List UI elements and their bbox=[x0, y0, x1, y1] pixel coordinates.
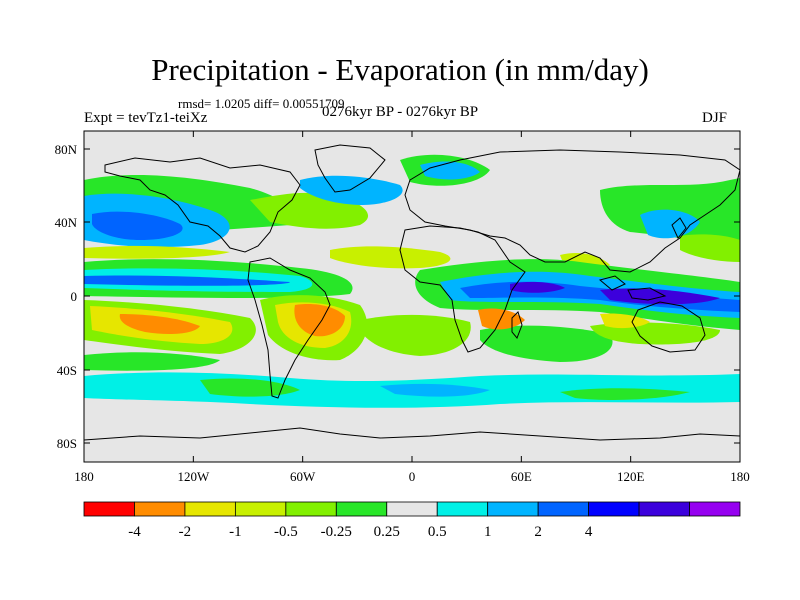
field-region bbox=[380, 383, 490, 397]
coastline bbox=[671, 217, 687, 239]
lat-tick-label: 80S bbox=[57, 436, 77, 451]
coastline bbox=[314, 144, 386, 193]
lat-tick-label: 40N bbox=[55, 215, 78, 230]
coastline bbox=[627, 287, 667, 301]
colorbar-swatch bbox=[588, 501, 640, 517]
field-layer bbox=[84, 131, 740, 462]
colorbar-swatch bbox=[234, 501, 287, 517]
field-region bbox=[680, 234, 740, 262]
colorbar-swatch bbox=[436, 501, 489, 517]
lat-tick-label: 80N bbox=[55, 142, 78, 157]
season-label: DJF bbox=[702, 110, 728, 126]
field-region bbox=[92, 211, 183, 240]
colorbar-label: 0.5 bbox=[428, 524, 447, 540]
field-region bbox=[480, 325, 613, 362]
longitude-axis: 180 120W 60W 0 60E 120E 180 bbox=[74, 131, 750, 484]
lon-tick-label: 180 bbox=[730, 469, 750, 484]
field-region bbox=[420, 161, 480, 180]
colorbar-swatch bbox=[487, 501, 539, 517]
coastline bbox=[84, 427, 740, 441]
lon-tick-label: 120W bbox=[177, 469, 210, 484]
colorbar-label: -0.5 bbox=[274, 524, 298, 540]
map-title: Precipitation - Evaporation (in mm/day) bbox=[151, 52, 649, 87]
latitude-axis: 80N 40N 0 40S 80S bbox=[55, 142, 740, 451]
lat-tick-label: 40S bbox=[57, 363, 77, 378]
colorbar-swatch bbox=[537, 501, 590, 517]
field-region bbox=[84, 245, 230, 259]
colorbar-swatch bbox=[638, 501, 690, 517]
experiment-label: Expt = tevTz1-teiXz bbox=[84, 110, 208, 126]
coastline bbox=[247, 257, 331, 399]
colorbar-label: 1 bbox=[484, 524, 492, 540]
field-region bbox=[600, 313, 650, 329]
coastline bbox=[104, 157, 301, 253]
lat-tick-label: 0 bbox=[71, 289, 78, 304]
colorbar-swatch bbox=[83, 501, 135, 517]
lon-tick-label: 120E bbox=[617, 469, 645, 484]
coastline bbox=[631, 301, 706, 353]
colorbar-label: 0.25 bbox=[374, 524, 400, 540]
field-region bbox=[478, 308, 525, 330]
field-region bbox=[84, 275, 290, 286]
field-region bbox=[300, 175, 403, 205]
field-region bbox=[600, 288, 720, 305]
colorbar-swatch bbox=[134, 501, 186, 517]
colorbar-label: 4 bbox=[585, 524, 593, 540]
colorbar: -4 -2 -1 -0.5 -0.25 0.25 0.5 1 2 4 bbox=[83, 501, 741, 540]
colorbar-label: 2 bbox=[534, 524, 542, 540]
field-region bbox=[510, 281, 565, 293]
field-region bbox=[330, 246, 451, 269]
colorbar-swatch bbox=[386, 501, 438, 517]
colorbar-swatch bbox=[335, 501, 388, 517]
colorbar-label: -4 bbox=[128, 524, 141, 540]
colorbar-swatch bbox=[689, 501, 741, 517]
lon-tick-label: 180 bbox=[74, 469, 94, 484]
colorbar-label: -1 bbox=[229, 524, 242, 540]
colorbar-label: -2 bbox=[179, 524, 192, 540]
field-region bbox=[360, 314, 471, 356]
coastline bbox=[511, 311, 523, 339]
colorbar-swatch bbox=[184, 501, 236, 517]
period-label: 0276kyr BP - 0276kyr BP bbox=[322, 104, 479, 120]
stats-subtitle: rmsd= 1.0205 diff= 0.00551709 bbox=[178, 96, 345, 111]
field-region bbox=[119, 314, 200, 334]
coastlines bbox=[84, 144, 740, 441]
field-region bbox=[84, 352, 220, 371]
colorbar-swatch bbox=[285, 501, 337, 517]
lon-tick-label: 60W bbox=[290, 469, 316, 484]
field-region bbox=[560, 388, 690, 400]
lon-tick-label: 0 bbox=[409, 469, 416, 484]
field-region bbox=[200, 378, 300, 397]
field-region bbox=[294, 304, 345, 337]
colorbar-label: -0.25 bbox=[321, 524, 352, 540]
coastline bbox=[598, 275, 626, 291]
lon-tick-label: 60E bbox=[511, 469, 532, 484]
coastline bbox=[399, 225, 526, 353]
